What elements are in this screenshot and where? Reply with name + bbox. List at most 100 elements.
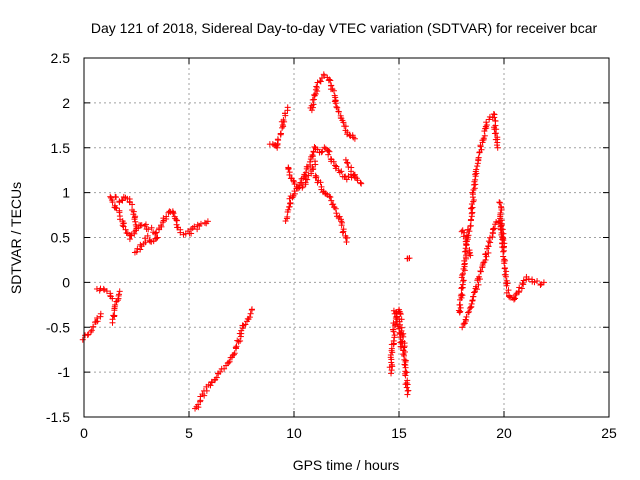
data-point-marker <box>275 137 282 144</box>
data-point-marker <box>325 151 332 158</box>
data-point-marker <box>531 279 538 286</box>
data-point-marker <box>473 166 480 173</box>
data-point-marker <box>309 152 316 159</box>
data-point-marker <box>460 270 467 277</box>
data-point-marker <box>132 218 139 225</box>
data-point-marker <box>109 295 116 302</box>
data-point-marker <box>485 238 492 245</box>
y-tick-label: 0 <box>62 274 70 290</box>
data-point-marker <box>400 351 407 358</box>
data-point-marker <box>339 229 346 236</box>
data-point-marker <box>334 104 341 111</box>
data-point-marker <box>497 199 504 206</box>
data-point-marker <box>319 148 326 155</box>
data-point-marker <box>246 314 253 321</box>
data-point-marker <box>468 300 475 307</box>
data-point-marker <box>461 260 468 267</box>
data-point-marker <box>474 163 481 170</box>
data-point-marker <box>470 197 477 204</box>
data-point-marker <box>401 344 408 351</box>
data-point-marker <box>336 213 343 220</box>
data-point-marker <box>519 280 526 287</box>
data-point-marker <box>191 223 198 230</box>
data-point-marker <box>306 158 313 165</box>
data-point-marker <box>469 189 476 196</box>
data-point-marker <box>313 174 320 181</box>
data-point-marker <box>468 205 475 212</box>
data-point-marker <box>338 168 345 175</box>
data-point-marker <box>475 281 482 288</box>
data-point-marker <box>475 154 482 161</box>
x-tick-label: 25 <box>601 425 617 441</box>
data-point-marker <box>397 334 404 341</box>
data-point-marker <box>388 370 395 377</box>
data-point-marker <box>460 277 467 284</box>
data-point-marker <box>326 193 333 200</box>
data-point-marker <box>333 210 340 217</box>
data-point-marker <box>142 221 149 228</box>
data-point-marker <box>170 210 177 217</box>
data-point-marker <box>232 344 239 351</box>
data-point-marker <box>153 235 160 242</box>
y-axis-label: SDTVAR / TECUs <box>8 182 24 294</box>
data-point-marker <box>332 100 339 107</box>
data-point-marker <box>491 114 498 121</box>
data-point-marker <box>277 130 284 137</box>
data-point-marker <box>207 382 214 389</box>
data-point-marker <box>332 205 339 212</box>
data-point-marker <box>119 222 126 229</box>
data-point-marker <box>134 245 141 252</box>
data-point-marker <box>391 310 398 317</box>
data-point-marker <box>396 329 403 336</box>
data-point-marker <box>498 206 505 213</box>
data-point-marker <box>314 79 321 86</box>
data-point-marker <box>197 398 204 405</box>
data-point-marker <box>534 278 541 285</box>
data-point-marker <box>494 144 501 151</box>
data-point-marker <box>458 291 465 298</box>
data-point-marker <box>285 206 292 213</box>
data-point-marker <box>286 195 293 202</box>
data-point-marker <box>203 387 210 394</box>
data-point-marker <box>391 332 398 339</box>
data-point-marker <box>335 108 342 115</box>
data-point-marker <box>480 260 487 267</box>
data-point-marker <box>152 230 159 237</box>
data-point-marker <box>279 124 286 131</box>
data-point-marker <box>113 194 120 201</box>
data-point-marker <box>330 87 337 94</box>
data-point-marker <box>463 241 470 248</box>
data-point-marker <box>469 297 476 304</box>
data-point-marker <box>498 203 505 210</box>
data-point-marker <box>111 312 118 319</box>
data-point-marker <box>131 216 138 223</box>
y-tick-label: -1.5 <box>46 409 70 425</box>
data-point-marker <box>465 232 472 239</box>
data-point-marker <box>403 384 410 391</box>
data-point-marker <box>79 336 86 343</box>
data-point-marker <box>235 338 242 345</box>
x-tick-label: 5 <box>185 425 193 441</box>
data-point-marker <box>217 368 224 375</box>
data-point-marker <box>343 176 350 183</box>
data-point-marker <box>512 295 519 302</box>
data-point-marker <box>471 289 478 296</box>
data-point-marker <box>310 148 317 155</box>
data-point-marker <box>397 310 404 317</box>
data-point-marker <box>458 284 465 291</box>
data-point-marker <box>231 350 238 357</box>
y-tick-label: 1 <box>62 185 70 201</box>
data-point-marker <box>129 201 136 208</box>
data-point-marker <box>344 131 351 138</box>
data-point-marker <box>477 268 484 275</box>
data-point-marker <box>153 229 160 236</box>
data-point-marker <box>333 163 340 170</box>
data-point-marker <box>494 142 501 149</box>
data-point-marker <box>462 240 469 247</box>
axis-ticks: 0 5 10 15 20 25 2.5 2 1.5 1 0.5 0 -0.5 -1 -1.5 <box>46 50 617 441</box>
data-point-marker <box>392 315 399 322</box>
data-point-marker <box>133 248 140 255</box>
data-point-marker <box>282 110 289 117</box>
data-point-marker <box>343 238 350 245</box>
